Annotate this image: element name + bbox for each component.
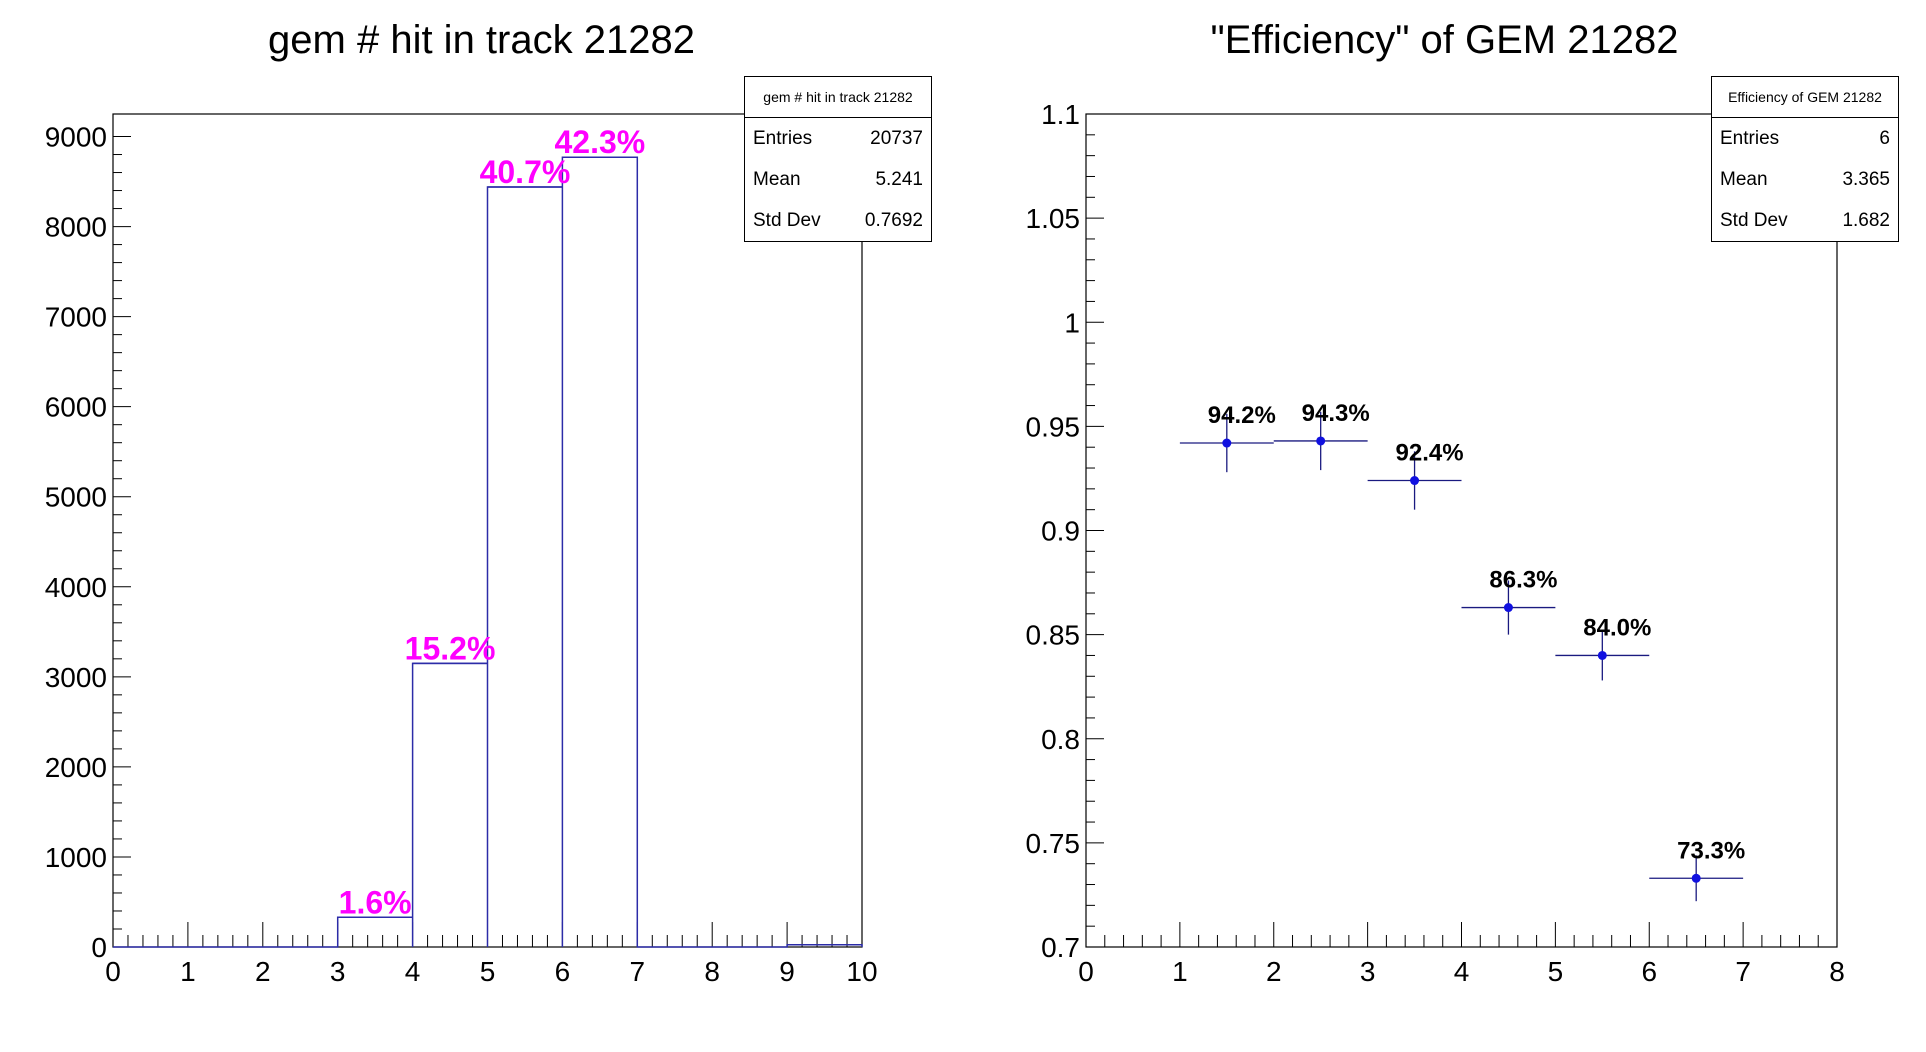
stats-label: Std Dev [753, 209, 821, 231]
stats-label: Mean [1720, 168, 1768, 190]
stats-value: 3.365 [1842, 168, 1890, 190]
stats-value: 0.7692 [864, 209, 923, 231]
stats-value: 6 [1879, 127, 1890, 149]
stats-value: 5.241 [875, 168, 923, 190]
y-tick-label: 8000 [45, 212, 107, 243]
x-tick-label: 2 [1266, 956, 1282, 987]
stats-row-mean: Mean 5.241 [745, 159, 931, 200]
y-tick-label: 2000 [45, 752, 107, 783]
y-tick-label: 0.9 [1041, 516, 1080, 547]
point-label: 92.4% [1396, 440, 1464, 467]
point-label: 84.0% [1583, 614, 1651, 641]
x-tick-label: 7 [1735, 956, 1751, 987]
y-tick-label: 0 [91, 932, 107, 963]
histogram-plot: 0 1 2 3 4 5 6 7 8 9 10 0 1000 2000 3000 4000 5000 6000 700… [45, 113, 878, 987]
stats-row-stddev: Std Dev 1.682 [1712, 200, 1898, 241]
y-tick-label: 4000 [45, 572, 107, 603]
stats-box-title: Efficiency of GEM 21282 [1712, 77, 1898, 118]
point-label: 94.2% [1208, 402, 1276, 429]
bin-percent-label: 42.3% [554, 124, 645, 160]
y-tick-label: 9000 [45, 122, 107, 153]
point-label: 94.3% [1302, 400, 1370, 427]
x-tick-label: 5 [480, 956, 496, 987]
x-tick-label: 4 [405, 956, 421, 987]
data-point [1222, 438, 1232, 448]
y-tick-label: 1000 [45, 842, 107, 873]
bin-percent-label: 15.2% [405, 630, 496, 666]
histogram-pad: 0 1 2 3 4 5 6 7 8 9 10 0 1000 2000 3000 4000 5000 6000 700… [45, 18, 932, 987]
histogram-title: gem # hit in track 21282 [268, 18, 695, 62]
bin-percent-label: 40.7% [480, 154, 571, 190]
y-tick-label: 0.7 [1041, 932, 1080, 963]
y-tick-label: 0.85 [1026, 620, 1081, 651]
stats-value: 20737 [870, 127, 923, 149]
x-tick-label: 4 [1454, 956, 1470, 987]
x-tick-label: 8 [1829, 956, 1845, 987]
y-tick-label: 7000 [45, 302, 107, 333]
stats-label: Mean [753, 168, 801, 190]
y-tick-label: 0.95 [1026, 411, 1081, 442]
stats-box-title: gem # hit in track 21282 [745, 77, 931, 118]
x-tick-label: 10 [846, 956, 877, 987]
point-label: 86.3% [1489, 567, 1557, 594]
x-tick-label: 7 [630, 956, 646, 987]
x-tick-label: 2 [255, 956, 271, 987]
y-tick-label: 3000 [45, 662, 107, 693]
y-tick-label: 1.1 [1041, 99, 1080, 130]
stats-label: Entries [753, 127, 813, 149]
histogram-outline [113, 156, 863, 948]
y-tick-label: 0.8 [1041, 724, 1080, 755]
y-tick-label: 5000 [45, 482, 107, 513]
x-tick-label: 5 [1548, 956, 1564, 987]
stats-row-stddev: Std Dev 0.7692 [745, 200, 931, 241]
stats-label: Entries [1720, 127, 1780, 149]
efficiency-title: "Efficiency" of GEM 21282 [1210, 18, 1679, 62]
stats-value: 1.682 [1842, 209, 1890, 231]
x-tick-label: 1 [1172, 956, 1188, 987]
x-tick-label: 9 [779, 956, 795, 987]
data-point [1410, 476, 1420, 486]
stats-row-entries: Entries 6 [1712, 118, 1898, 159]
efficiency-plot: 0 1 2 3 4 5 6 7 8 0.7 0.75 0.8 0.85 0.9 0.95 1 1.05 1.1 94… [1026, 99, 1845, 987]
x-tick-label: 1 [180, 956, 196, 987]
data-point [1597, 650, 1607, 660]
bin-percent-label: 1.6% [339, 884, 412, 920]
data-point [1691, 873, 1701, 883]
x-tick-label: 6 [555, 956, 571, 987]
stats-label: Std Dev [1720, 209, 1788, 231]
data-point [1503, 603, 1513, 613]
y-tick-label: 0.75 [1026, 828, 1081, 859]
y-tick-label: 6000 [45, 392, 107, 423]
stats-row-entries: Entries 20737 [745, 118, 931, 159]
x-tick-label: 6 [1641, 956, 1657, 987]
x-tick-label: 3 [1360, 956, 1376, 987]
x-tick-label: 3 [330, 956, 346, 987]
histogram-stats-box: gem # hit in track 21282 Entries 20737 M… [744, 76, 932, 242]
x-tick-label: 0 [105, 956, 121, 987]
efficiency-stats-box: Efficiency of GEM 21282 Entries 6 Mean 3… [1711, 76, 1899, 242]
x-tick-label: 8 [704, 956, 720, 987]
y-tick-label: 1.05 [1026, 203, 1081, 234]
data-point [1316, 436, 1326, 446]
x-tick-label: 0 [1078, 956, 1094, 987]
y-tick-label: 1 [1064, 307, 1080, 338]
point-label: 73.3% [1677, 837, 1745, 864]
stats-row-mean: Mean 3.365 [1712, 159, 1898, 200]
efficiency-pad: 0 1 2 3 4 5 6 7 8 0.7 0.75 0.8 0.85 0.9 0.95 1 1.05 1.1 94… [963, 0, 1926, 1052]
